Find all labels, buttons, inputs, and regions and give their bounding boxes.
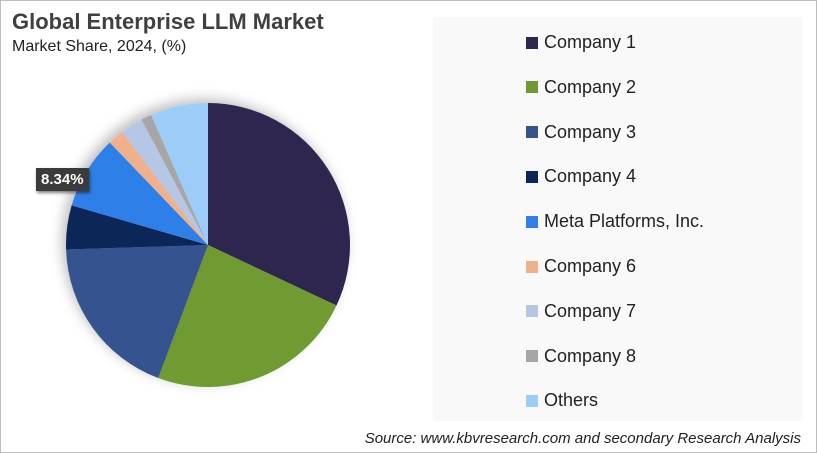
pie-slice — [208, 103, 350, 306]
legend-item: Others — [526, 390, 598, 411]
legend-label: Company 2 — [544, 76, 637, 97]
legend-label: Company 7 — [544, 300, 637, 321]
legend-swatch — [526, 350, 538, 363]
legend-item: Company 8 — [526, 346, 636, 367]
legend-swatch — [526, 394, 538, 407]
legend-label: Others — [544, 390, 599, 411]
legend-swatch — [526, 81, 538, 94]
pie-chart — [66, 103, 350, 387]
pie-slice — [121, 119, 208, 245]
legend-swatch — [526, 170, 538, 183]
legend-swatch — [526, 126, 538, 139]
pie-slice — [141, 114, 208, 246]
legend-label: Company 1 — [544, 32, 637, 52]
legend-label: Company 3 — [544, 121, 637, 142]
legend-item: Company 2 — [526, 77, 636, 98]
legend-label: Meta Platforms, Inc. — [544, 211, 705, 232]
legend: Company 1 Company 2 Company 3 Company 4 Meta… — [433, 17, 803, 421]
legend-item: Company 7 — [526, 301, 636, 322]
legend-label: Company 6 — [544, 256, 637, 276]
pie-slice — [109, 132, 208, 245]
chart-title: Global Enterprise LLM Market — [12, 9, 324, 34]
legend-label: Company 8 — [544, 345, 637, 366]
chart-subtitle: Market Share, 2024, (%) — [12, 38, 187, 55]
pie-slice — [66, 205, 208, 250]
legend-swatch — [526, 36, 538, 49]
legend-item: Company 1 — [526, 32, 636, 53]
legend-item: Company 6 — [526, 256, 636, 277]
pie-slice — [158, 245, 337, 387]
pie-slice — [66, 245, 208, 378]
legend-item: Company 3 — [526, 122, 636, 143]
pie-slice — [151, 103, 208, 245]
legend-swatch — [526, 305, 538, 318]
legend-item: Company 4 — [526, 166, 636, 187]
legend-swatch — [526, 260, 538, 273]
legend-label: Company 4 — [544, 166, 637, 187]
source-note: Source: www.kbvresearch.com and secondar… — [364, 430, 801, 447]
meta-data-label: 8.34% — [36, 168, 89, 191]
legend-item: Meta Platforms, Inc. — [526, 211, 704, 232]
legend-swatch — [526, 215, 538, 228]
pie-slice — [71, 142, 208, 245]
